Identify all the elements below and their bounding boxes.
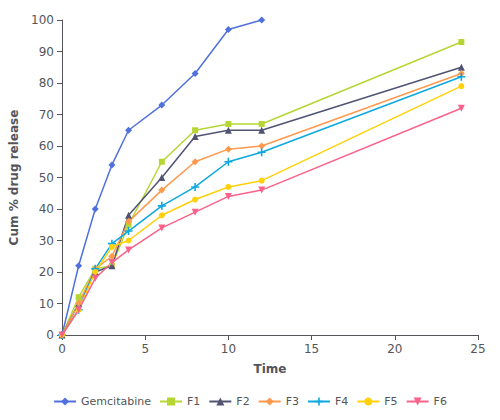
- svg-text:F2: F2: [236, 395, 249, 408]
- svg-text:90: 90: [39, 45, 54, 59]
- svg-text:F5: F5: [384, 395, 397, 408]
- svg-text:F4: F4: [335, 395, 348, 408]
- svg-text:0: 0: [58, 342, 66, 356]
- svg-text:0: 0: [46, 328, 54, 342]
- svg-text:15: 15: [304, 342, 319, 356]
- svg-text:60: 60: [39, 139, 54, 153]
- svg-text:40: 40: [39, 202, 54, 216]
- svg-text:10: 10: [221, 342, 236, 356]
- svg-text:Time: Time: [254, 362, 287, 376]
- svg-text:100: 100: [31, 13, 54, 27]
- svg-text:Gemcitabine: Gemcitabine: [81, 395, 151, 408]
- svg-text:F3: F3: [286, 395, 299, 408]
- svg-text:25: 25: [470, 342, 485, 356]
- svg-text:F1: F1: [187, 395, 200, 408]
- svg-text:20: 20: [39, 265, 54, 279]
- svg-text:F6: F6: [434, 395, 447, 408]
- svg-text:30: 30: [39, 234, 54, 248]
- svg-text:Cum % drug release: Cum % drug release: [7, 110, 21, 246]
- svg-text:10: 10: [39, 297, 54, 311]
- svg-text:80: 80: [39, 76, 54, 90]
- svg-text:5: 5: [141, 342, 149, 356]
- svg-text:20: 20: [387, 342, 402, 356]
- svg-text:50: 50: [39, 171, 54, 185]
- svg-text:70: 70: [39, 108, 54, 122]
